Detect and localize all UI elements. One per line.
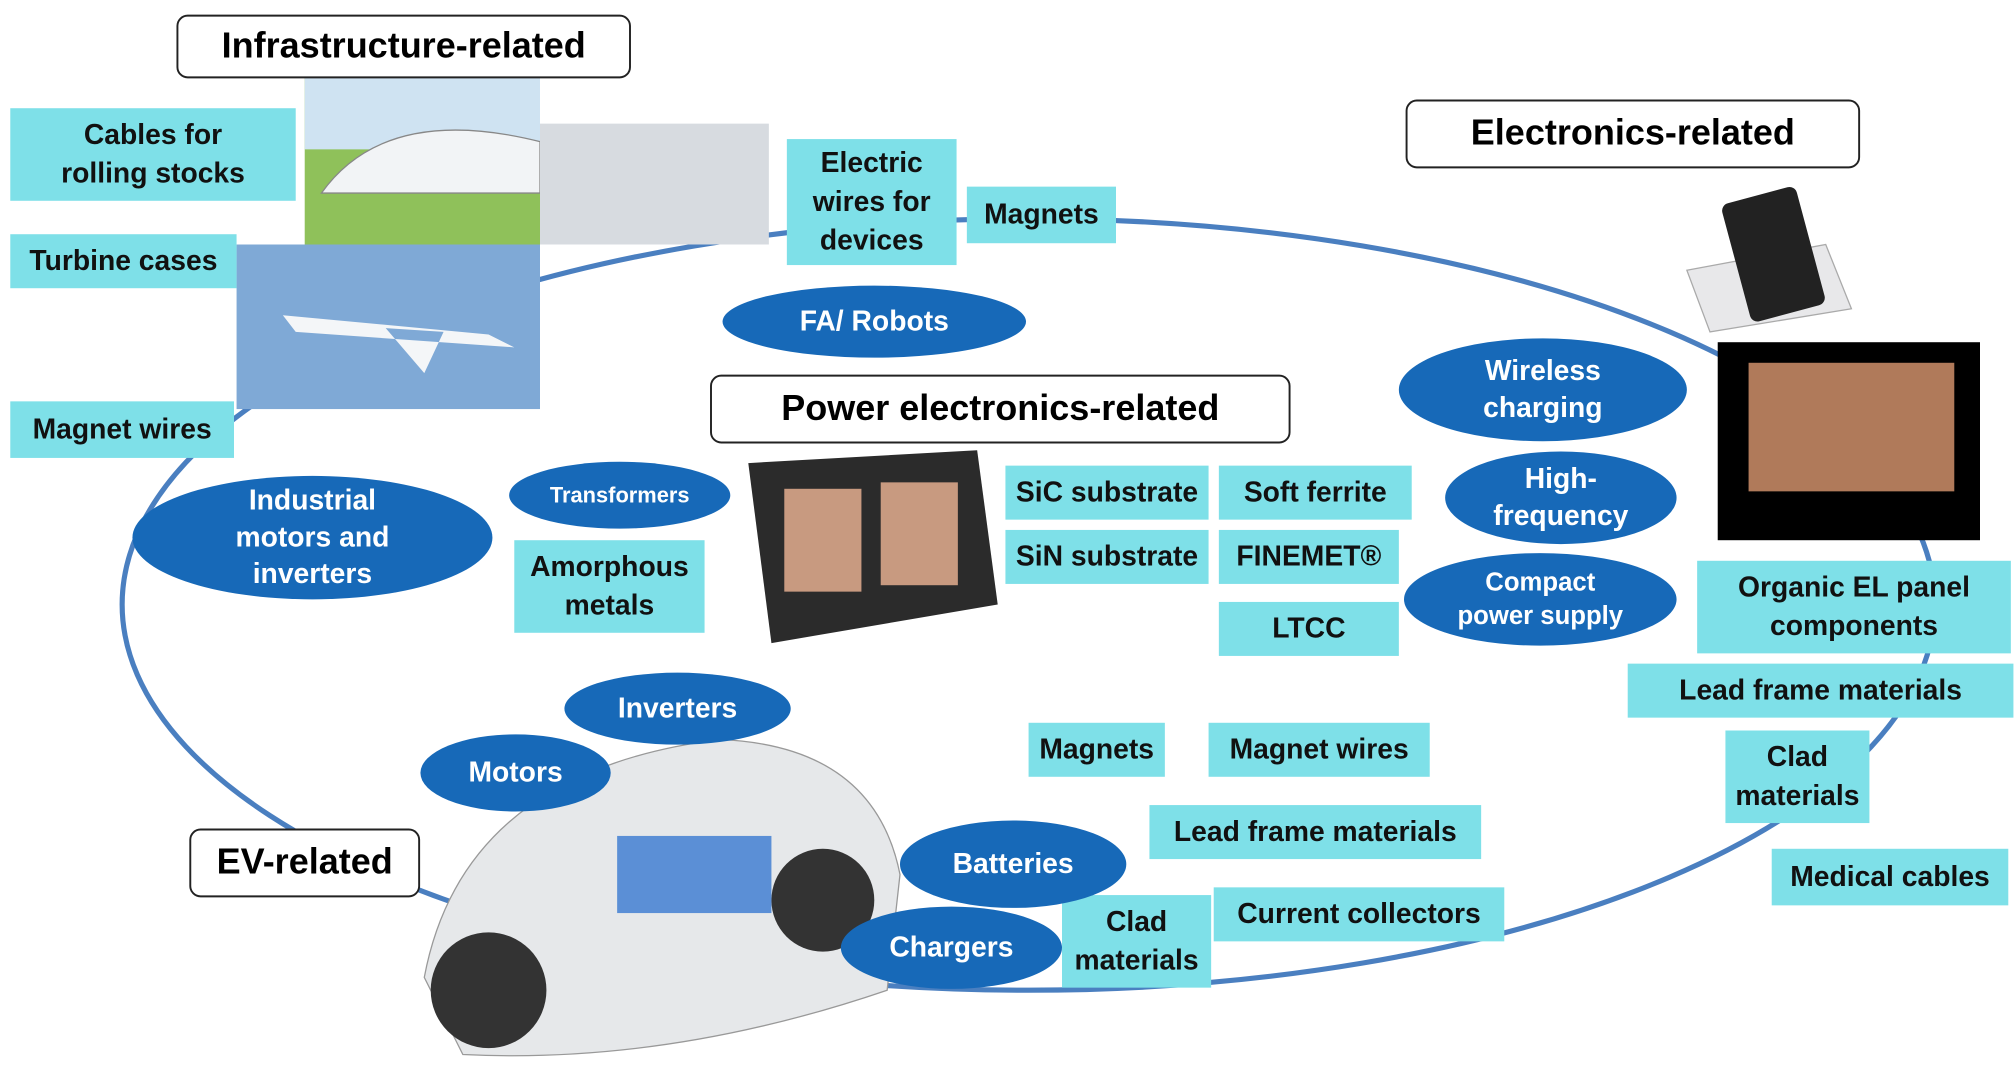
material-box [1697,560,2011,654]
label: components [1770,609,1938,641]
label: rolling stocks [61,157,245,189]
material-box [786,139,957,266]
car-wheel [771,848,875,952]
material-box [1218,529,1399,584]
label: motors and [235,520,389,552]
section-header-box [189,828,421,898]
label: Batteries [953,847,1074,879]
module-pad [880,482,958,586]
material-box [10,108,296,201]
label: Medical cables [1790,860,1990,892]
label: Industrial [249,484,376,516]
plane [282,315,515,374]
section-header-box [1405,99,1861,169]
material-box [1627,663,2014,718]
section-header: Power electronics-related [781,387,1219,428]
material-box [1213,887,1505,942]
label: inverters [253,557,372,589]
label: LTCC [1272,612,1345,644]
material-box [1005,465,1209,520]
label: Inverters [618,691,737,723]
label: Current collectors [1237,897,1480,929]
section-header: Infrastructure-related [222,24,586,65]
section-header: Electronics-related [1471,112,1795,153]
material-box [10,234,237,289]
material-box [10,401,234,458]
label: Clad [1767,740,1828,772]
application-ellipse [564,672,791,745]
label: frequency [1493,499,1628,531]
label: Magnet wires [33,412,212,444]
label: Transformers [550,482,690,507]
label: Organic EL panel [1738,571,1970,603]
material-box [1218,465,1412,520]
label: materials [1075,943,1199,975]
application-ellipse [722,285,1026,358]
label: Magnets [984,198,1099,230]
application-ellipse [900,820,1127,908]
label: wires for [812,185,931,217]
material-box [1218,601,1399,656]
label: Lead frame materials [1174,815,1457,847]
label: High- [1525,462,1597,494]
label: devices [820,223,924,255]
label: Wireless [1485,354,1601,386]
material-box [1028,722,1165,777]
label: SiC substrate [1016,475,1198,507]
section-header-box [176,14,631,79]
material-box [1725,730,1870,824]
label: Clad [1106,905,1167,937]
label: Motors [468,756,562,788]
factory-photo [540,123,769,245]
material-box [1208,722,1430,777]
label: Amorphous [530,550,689,582]
label: FA/ Robots [800,304,949,336]
material-box [1005,529,1209,584]
label: FINEMET® [1236,540,1381,572]
label: charging [1483,391,1602,423]
section-header: EV-related [217,841,393,882]
application-ellipse [1404,553,1677,646]
label: metals [565,589,655,621]
photos [236,46,1980,1057]
section-header-box [710,374,1291,444]
label: materials [1735,779,1859,811]
label: Cables for [84,118,222,150]
module-pad [784,488,862,592]
car-wheel [430,932,547,1049]
label: Lead frame materials [1679,673,1962,705]
application-ellipse [420,734,611,812]
application-ellipse [1398,338,1687,442]
material-box [966,186,1116,244]
label: Magnets [1039,733,1154,765]
label: SiN substrate [1016,540,1198,572]
label: Soft ferrite [1244,475,1387,507]
application-ellipse [132,475,493,600]
application-ellipse [840,906,1062,989]
label: Chargers [889,931,1013,963]
label: Compact [1485,569,1595,597]
material-box [1062,895,1212,988]
tv-screen [1748,362,1955,492]
phone [1722,187,1825,322]
car-battery [617,835,772,914]
material-box [514,540,705,633]
application-ellipse [1445,451,1677,545]
material-box [1771,848,2009,906]
label: power supply [1457,602,1623,630]
application-ellipse [509,461,731,529]
train-body [320,129,541,194]
label: Electric [821,146,923,178]
material-box [1149,805,1482,860]
label: Turbine cases [29,244,217,276]
label: Magnet wires [1230,733,1409,765]
